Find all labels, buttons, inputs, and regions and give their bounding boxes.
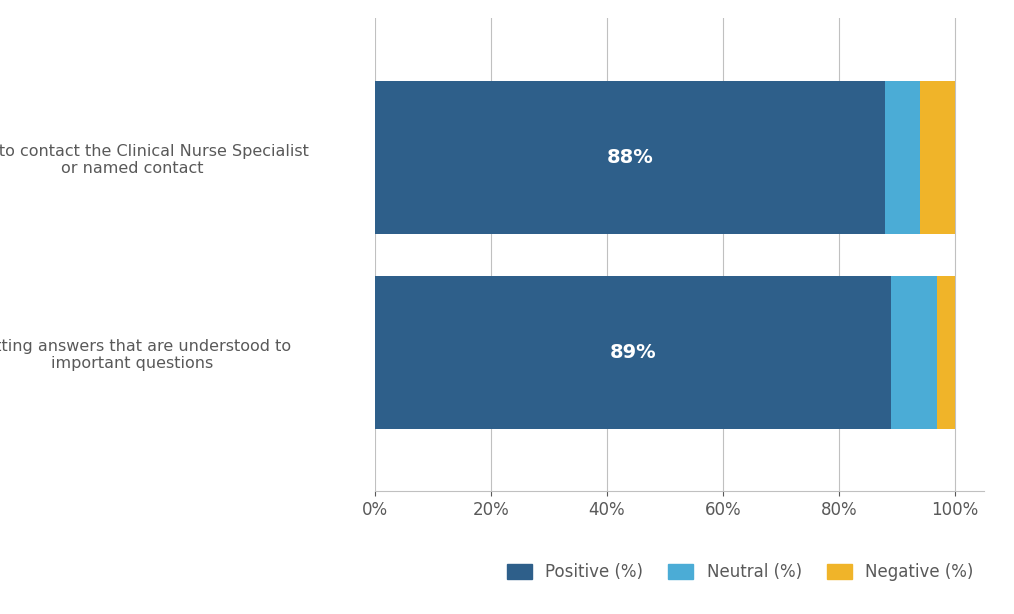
Bar — [920, 81, 954, 234]
Bar — [885, 81, 920, 234]
Text: 89%: 89% — [609, 343, 656, 362]
Text: 88%: 88% — [606, 148, 653, 167]
Bar — [937, 276, 954, 429]
Bar — [891, 276, 937, 429]
Legend: Positive (%), Neutral (%), Negative (%): Positive (%), Neutral (%), Negative (%) — [500, 556, 981, 588]
Bar — [375, 276, 891, 429]
Bar — [375, 81, 885, 234]
